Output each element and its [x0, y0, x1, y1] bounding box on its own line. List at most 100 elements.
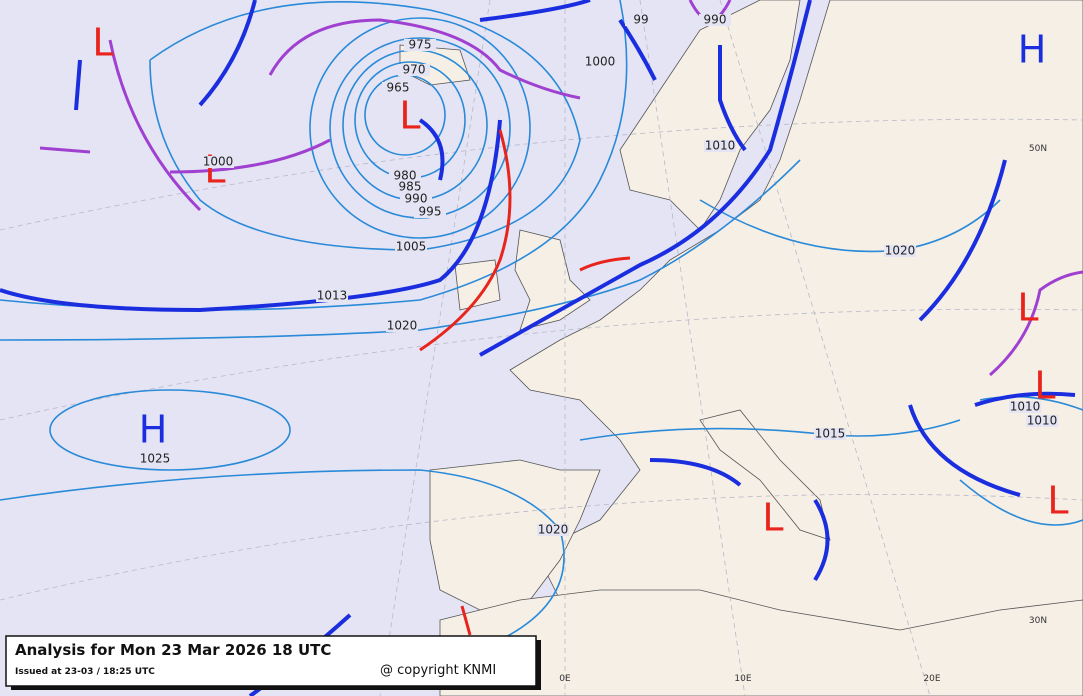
label-bg: [139, 453, 171, 465]
info-box: Analysis for Mon 23 Mar 2026 18 UTC Issu…: [5, 635, 541, 690]
isobar-label: 1010: [1027, 414, 1058, 428]
cold-front: [974, 391, 1076, 407]
isobar-label: 1005: [396, 240, 427, 254]
italy: [699, 409, 831, 541]
label-bg: [386, 320, 418, 332]
title: Analysis for Mon 23 Mar 2026 18 UTC: [15, 641, 331, 659]
occluded-front: [108, 39, 202, 212]
isobar-label: 99: [633, 13, 648, 27]
label-bg: [414, 206, 446, 218]
meridian: [639, 0, 746, 696]
grid-label: 50N: [1029, 144, 1047, 154]
isobar-label: 1010: [705, 139, 736, 153]
parallel: [0, 118, 1083, 231]
label-bg: [704, 140, 736, 152]
isobar-label: 1000: [585, 55, 616, 69]
pressure-center: L: [1017, 286, 1038, 330]
continent: [509, 0, 1083, 696]
grid-label: 30N: [1029, 616, 1047, 626]
meridian: [379, 0, 491, 696]
occluded-front: [169, 138, 331, 174]
isobar-label: 1020: [885, 244, 916, 258]
label-bg: [398, 64, 430, 76]
label-bg: [395, 241, 427, 253]
pressure-center: H: [139, 408, 168, 452]
copyright: @ copyright KNMI: [380, 663, 496, 678]
parallel: [0, 308, 1083, 421]
label-bg: [202, 156, 234, 168]
pressure-center: L: [399, 94, 420, 138]
isobar-label: 990: [704, 13, 727, 27]
cold-front: [418, 118, 445, 181]
isobar: [579, 419, 961, 441]
grid-label: 20E: [923, 674, 940, 684]
label-bg: [389, 170, 421, 182]
pressure-center: L: [1047, 479, 1068, 523]
isobar: [979, 395, 1083, 411]
cold-front: [918, 159, 1007, 322]
pressure-center: L: [762, 496, 783, 540]
occluded-front: [989, 270, 1083, 377]
isobar-label: 995: [419, 205, 442, 219]
pressure-center: H: [1018, 28, 1047, 72]
isobar-label: 965: [387, 81, 410, 95]
isobar-label: 1025: [140, 452, 171, 466]
issued: Issued at 23-03 / 18:25 UTC: [15, 667, 155, 677]
isobar: [0, 159, 801, 341]
isobar-label: 970: [403, 63, 426, 77]
label-bg: [404, 39, 436, 51]
label-bg: [400, 193, 432, 205]
isobar-label: 1020: [538, 523, 569, 537]
cold-front: [813, 498, 830, 582]
label-bg: [316, 290, 348, 302]
ireland: [454, 259, 501, 311]
label-bg: [699, 14, 731, 26]
occluded-front: [39, 146, 91, 154]
label-bg: [1009, 401, 1041, 413]
grid-label: 0E: [559, 674, 571, 684]
label-bg: [1026, 415, 1058, 427]
meridian: [719, 0, 931, 696]
isobar: [309, 17, 531, 239]
label-bg: [884, 245, 916, 257]
warm-front: [579, 256, 631, 272]
cold-front: [618, 18, 657, 81]
isobar-label: 1020: [387, 319, 418, 333]
isobar-label: 975: [409, 38, 432, 52]
pressure-center: L: [1034, 364, 1055, 408]
isobar-label: 1000: [203, 155, 234, 169]
label-bg: [814, 428, 846, 440]
label-bg: [382, 82, 414, 94]
cold-front: [908, 404, 1021, 497]
cold-front: [479, 0, 812, 357]
pressure-center: L: [92, 21, 113, 65]
box: [5, 635, 537, 687]
warm-front: [419, 129, 512, 352]
label-bg: [394, 181, 426, 193]
isobar-label: 1010: [1010, 400, 1041, 414]
isobar: [49, 389, 291, 471]
label-bg: [625, 14, 657, 26]
isobar-label: 1015: [815, 427, 846, 441]
grid-label: 10E: [734, 674, 751, 684]
cold-front: [479, 0, 591, 22]
label-bg: [537, 524, 569, 536]
label-bg: [584, 56, 616, 68]
land: [399, 0, 1083, 696]
warm-front: [460, 605, 472, 636]
isobar: [149, 1, 581, 251]
isobar: [959, 479, 1083, 526]
cold-front: [198, 0, 257, 107]
cold-front: [74, 59, 82, 111]
iberia: [429, 459, 601, 611]
isobar-label: 1013: [317, 289, 348, 303]
occluded-front: [268, 18, 581, 100]
isobar-label: 990: [405, 192, 428, 206]
isobar-label: 980: [394, 169, 417, 183]
parallel: [0, 493, 1083, 601]
africa: [439, 589, 1083, 696]
cold-front: [718, 45, 747, 152]
